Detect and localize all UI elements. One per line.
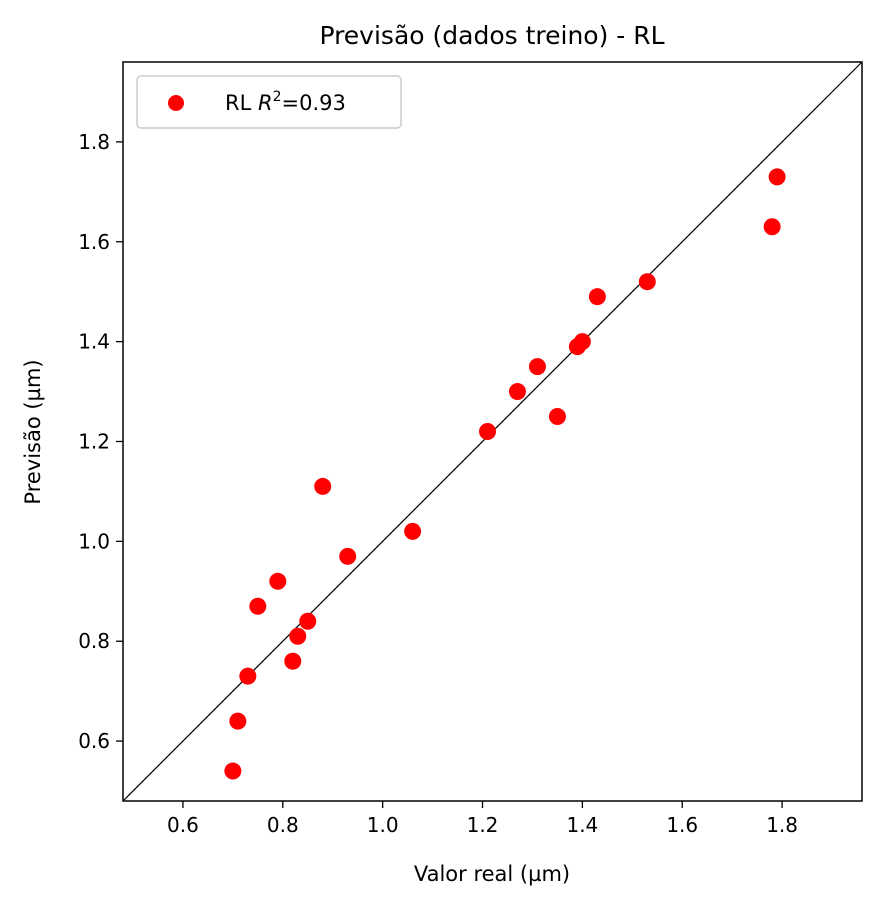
y-tick-label: 1.4 <box>78 330 110 354</box>
data-point-21 <box>768 168 786 186</box>
data-point-19 <box>638 273 656 291</box>
y-tick-label: 1.6 <box>78 230 110 254</box>
plot-area <box>122 61 863 802</box>
legend-label: RL R2=0.93 <box>225 89 346 115</box>
data-point-9 <box>314 477 332 495</box>
data-point-17 <box>573 333 591 351</box>
y-axis: 0.6 0.8 1.0 1.2 1.4 1.6 1.8 <box>78 130 123 753</box>
data-point-14 <box>528 358 546 376</box>
data-point-3 <box>239 667 257 685</box>
x-tick-label: 0.8 <box>267 813 299 837</box>
data-point-18 <box>588 288 606 306</box>
y-tick-label: 1.2 <box>78 429 110 453</box>
y-axis-label: Previsão (µm) <box>21 359 45 504</box>
data-point-11 <box>404 522 422 540</box>
data-point-6 <box>284 652 302 670</box>
data-point-5 <box>269 572 287 590</box>
x-tick-label: 1.4 <box>566 813 598 837</box>
legend-marker <box>168 95 184 111</box>
legend: RL R2=0.93 <box>136 75 402 129</box>
x-tick-label: 1.8 <box>766 813 798 837</box>
x-tick-label: 1.2 <box>467 813 499 837</box>
x-tick-label: 0.6 <box>167 813 199 837</box>
data-point-8 <box>299 612 317 630</box>
data-point-2 <box>229 712 247 730</box>
data-point-15 <box>548 408 566 426</box>
data-point-1 <box>224 762 242 780</box>
data-point-10 <box>339 547 357 565</box>
y-tick-label: 0.8 <box>78 629 110 653</box>
x-axis: 0.6 0.8 1.0 1.2 1.4 1.6 1.8 <box>167 801 798 837</box>
data-point-13 <box>508 383 526 401</box>
chart-title: Previsão (dados treino) - RL <box>319 21 664 50</box>
y-tick-label: 1.8 <box>78 130 110 154</box>
data-point-12 <box>479 423 497 440</box>
x-tick-label: 1.6 <box>666 813 698 837</box>
legend-frame <box>136 75 402 129</box>
data-point-20 <box>763 218 781 236</box>
data-point-4 <box>249 597 267 615</box>
data-point-7 <box>289 627 307 645</box>
x-axis-label: Valor real (µm) <box>414 862 570 886</box>
axes-frame <box>122 61 863 802</box>
x-tick-label: 1.0 <box>367 813 399 837</box>
y-tick-label: 1.0 <box>78 529 110 553</box>
y-tick-label: 0.6 <box>78 729 110 753</box>
